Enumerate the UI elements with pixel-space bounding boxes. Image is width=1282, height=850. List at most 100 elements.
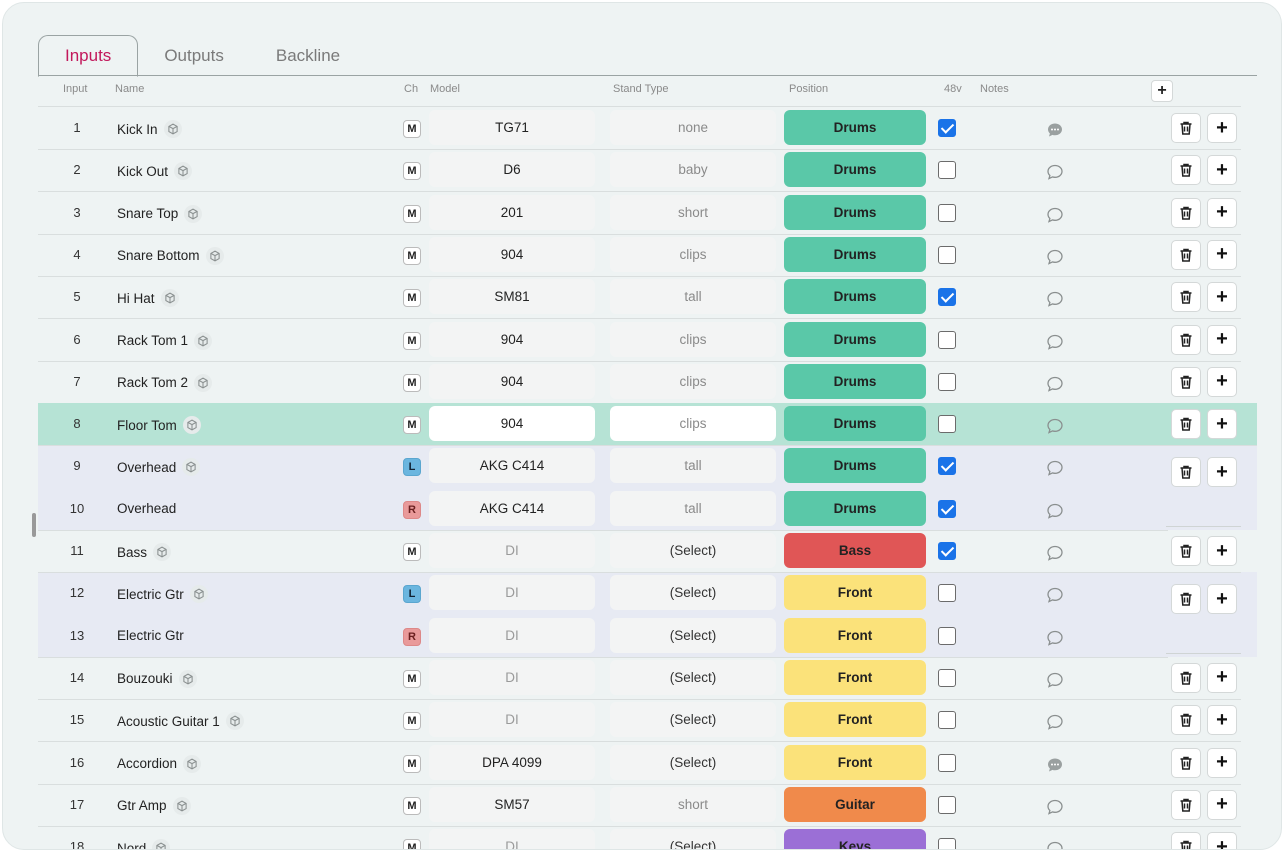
delete-row-button[interactable] [1171,705,1201,736]
phantom-power-checkbox[interactable] [938,330,956,349]
input-row[interactable]: 3 Snare Top M 201 short Drums + [38,192,1241,235]
add-row-button[interactable]: + [1207,239,1237,270]
channel-name-text[interactable]: Bass [117,544,148,560]
position-select[interactable]: Drums [784,236,926,272]
channel-name-text[interactable]: Acoustic Guitar 1 [117,713,220,729]
model-field[interactable]: SM81 [429,279,595,315]
channel-mode-badge[interactable]: M [403,669,421,688]
channel-mode-badge[interactable]: M [403,796,421,815]
position-select[interactable]: Drums [784,406,926,442]
add-row-button[interactable]: + [1207,197,1237,228]
channel-name-text[interactable]: Overhead [117,500,177,516]
delete-row-button[interactable] [1171,409,1201,440]
position-select[interactable]: Drums [784,110,926,145]
model-field[interactable]: TG71 [429,110,595,145]
phantom-power-checkbox[interactable] [938,542,956,560]
add-row-button[interactable]: + [1207,324,1237,355]
channel-name[interactable]: Kick In [117,120,182,138]
channel-name[interactable]: Kick Out [117,162,193,181]
cube-icon[interactable] [183,754,202,773]
cube-icon[interactable] [182,458,201,477]
cube-icon[interactable] [163,120,182,138]
channel-name-text[interactable]: Rack Tom 2 [117,375,189,391]
add-row-button[interactable]: + [1207,282,1237,313]
phantom-power-checkbox[interactable] [938,415,956,434]
drag-handle[interactable] [32,513,36,537]
model-field[interactable]: 904 [429,363,595,399]
note-empty-icon[interactable] [1046,502,1064,520]
phantom-power-checkbox[interactable] [938,584,956,603]
channel-name[interactable]: Hi Hat [117,289,179,308]
cube-icon[interactable] [205,246,224,265]
model-field[interactable]: AKG C414 [429,490,595,526]
delete-row-button[interactable] [1171,197,1201,228]
position-select[interactable]: Front [784,659,926,695]
cube-icon[interactable] [194,331,213,350]
position-select[interactable]: Drums [784,279,926,315]
note-empty-icon[interactable] [1046,798,1064,816]
stand-type-select[interactable]: (Select) [610,617,776,653]
cube-icon[interactable] [178,669,197,688]
channel-name[interactable]: Electric Gtr [117,628,184,643]
position-select[interactable]: Drums [784,448,926,484]
input-row[interactable]: 8 Floor Tom M 904 clips Drums + [38,403,1257,447]
channel-name[interactable]: Rack Tom 2 [117,373,213,392]
delete-row-button[interactable] [1171,366,1201,397]
add-row-button[interactable]: + [1207,832,1237,849]
note-empty-icon[interactable] [1046,375,1064,393]
model-field[interactable]: DI [429,617,595,653]
channel-mode-badge[interactable]: L [403,585,421,604]
add-row-button[interactable]: + [1207,409,1237,440]
channel-mode-badge[interactable]: M [403,246,421,265]
model-field[interactable]: 904 [429,406,595,442]
phantom-power-checkbox[interactable] [938,795,956,814]
delete-row-button[interactable] [1171,155,1201,186]
delete-pair-button[interactable] [1171,457,1201,488]
input-row[interactable]: 2 Kick Out M D6 baby Drums + [38,149,1241,193]
note-empty-icon[interactable] [1046,290,1064,308]
position-select[interactable]: Drums [784,321,926,357]
model-field[interactable]: 904 [429,236,595,272]
note-empty-icon[interactable] [1046,206,1064,224]
note-empty-icon[interactable] [1046,544,1064,562]
channel-name[interactable]: Nord [117,839,171,849]
delete-row-button[interactable] [1171,239,1201,270]
phantom-power-checkbox[interactable] [938,119,956,137]
input-row[interactable]: 12 Electric Gtr L DI (Select) Front [38,572,1168,614]
channel-name-text[interactable]: Overhead [117,459,177,475]
phantom-power-checkbox[interactable] [938,372,956,391]
input-row[interactable]: 10 Overhead R AKG C414 tall Drums [38,488,1168,531]
position-select[interactable]: Keys [784,829,926,849]
stand-type-select[interactable]: (Select) [610,744,776,780]
add-row-button[interactable]: + [1207,113,1237,143]
note-empty-icon[interactable] [1046,417,1064,435]
channel-name[interactable]: Bass [117,543,172,561]
input-row[interactable]: 1 Kick In M TG71 none Drums + [38,107,1241,150]
stand-type-select[interactable]: baby [610,152,776,188]
tab-inputs[interactable]: Inputs [38,35,139,77]
channel-name[interactable]: Overhead [117,458,201,477]
channel-mode-badge[interactable]: L [403,458,421,477]
stand-type-select[interactable]: clips [610,406,776,442]
channel-name-text[interactable]: Accordion [117,756,178,771]
channel-mode-badge[interactable]: M [403,373,421,392]
note-empty-icon[interactable] [1046,671,1064,689]
cube-icon[interactable] [172,796,191,815]
channel-name[interactable]: Floor Tom [117,416,201,435]
channel-name-text[interactable]: Electric Gtr [117,586,184,602]
channel-mode-badge[interactable]: M [403,204,421,223]
add-row-button[interactable]: + [1207,366,1237,397]
delete-row-button[interactable] [1171,747,1201,778]
add-row-button[interactable]: + [1207,789,1237,820]
channel-name-text[interactable]: Kick Out [117,163,169,179]
position-select[interactable]: Drums [784,194,926,230]
note-empty-icon[interactable] [1046,840,1064,849]
cube-icon[interactable] [225,712,244,731]
model-field[interactable]: DI [429,575,595,611]
channel-mode-badge[interactable]: M [403,543,421,561]
channel-name-text[interactable]: Hi Hat [117,290,155,306]
phantom-power-checkbox[interactable] [938,753,956,772]
delete-row-button[interactable] [1171,113,1201,143]
position-select[interactable]: Drums [784,363,926,399]
note-empty-icon[interactable] [1046,163,1064,181]
